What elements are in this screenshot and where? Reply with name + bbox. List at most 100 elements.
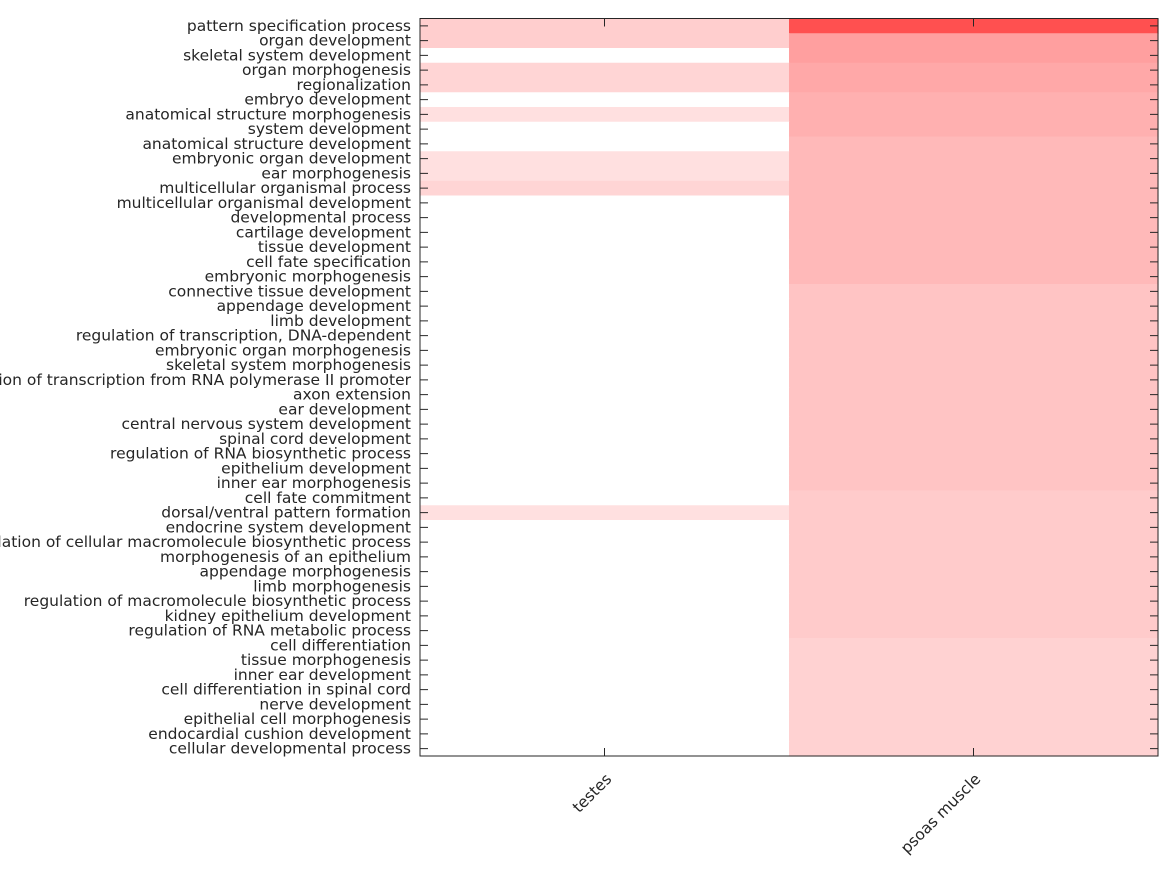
heatmap-cell — [420, 623, 790, 639]
heatmap-cell — [789, 180, 1159, 197]
plot-frame — [419, 18, 1159, 757]
heatmap-cell — [789, 402, 1159, 418]
heatmap-cell — [789, 697, 1159, 713]
heatmap-cell — [420, 62, 790, 79]
row-label: embryonic organ development — [172, 150, 411, 168]
row-label: limb morphogenesis — [253, 577, 411, 595]
row-label: anatomical structure development — [142, 135, 411, 153]
heatmap-cell — [789, 33, 1159, 49]
heatmap-cell — [420, 357, 790, 374]
heatmap-cell — [789, 387, 1159, 403]
row-label: ear development — [278, 400, 411, 418]
heatmap-cell — [789, 608, 1159, 624]
heatmap-cell — [420, 505, 790, 521]
row-label: nerve development — [259, 695, 411, 713]
heatmap-cell — [789, 638, 1159, 654]
heatmap-cell — [420, 593, 790, 610]
row-label: limb development — [270, 312, 411, 330]
row-label: cell differentiation — [270, 636, 411, 654]
heatmap-cell — [789, 48, 1159, 64]
heatmap-cell — [420, 534, 790, 551]
row-label: connective tissue development — [168, 282, 411, 300]
heatmap-cell — [789, 711, 1159, 728]
row-label: system development — [248, 120, 411, 138]
heatmap-cell — [789, 298, 1159, 315]
row-label: developmental process — [230, 209, 411, 227]
row-label: regionalization — [297, 76, 411, 94]
heatmap-cell — [420, 564, 790, 580]
row-label: dorsal/ventral pattern formation — [161, 504, 411, 522]
heatmap-cell — [420, 136, 790, 152]
heatmap-cell — [789, 210, 1159, 226]
heatmap-cell — [420, 711, 790, 728]
heatmap-cell — [789, 623, 1159, 639]
heatmap-cell — [420, 461, 790, 477]
heatmap-cell — [420, 254, 790, 270]
heatmap-cell — [789, 136, 1159, 152]
row-label: appendage morphogenesis — [200, 563, 411, 581]
heatmap-cell — [420, 180, 790, 197]
row-label: morphogenesis of an epithelium — [160, 548, 411, 566]
heatmap-cell — [420, 416, 790, 433]
heatmap-cell — [420, 697, 790, 713]
heatmap-cell — [420, 638, 790, 654]
row-label: cell fate specification — [246, 253, 411, 271]
heatmap-cell — [789, 195, 1159, 211]
heatmap-cell — [789, 313, 1159, 329]
column-label: testes — [569, 770, 615, 816]
axis-ticks — [420, 18, 1158, 756]
row-label: ear morphogenesis — [261, 164, 411, 182]
row-label: regulation of cellular macromolecule bio… — [0, 533, 411, 551]
heatmap-cell — [789, 254, 1159, 270]
row-label: central nervous system development — [122, 415, 412, 433]
row-label: epithelium development — [221, 459, 411, 477]
heatmap-cell — [789, 416, 1159, 433]
heatmap-cell — [420, 151, 790, 167]
heatmap-cell — [789, 225, 1159, 241]
heatmap-cell — [420, 402, 790, 418]
heatmap-cell — [420, 33, 790, 49]
heatmap-cell — [420, 446, 790, 462]
row-label: epithelial cell morphogenesis — [184, 710, 411, 728]
heatmap-cell — [789, 726, 1159, 742]
heatmap-cell — [789, 166, 1159, 182]
heatmap-cell — [789, 239, 1159, 256]
row-label: anatomical structure morphogenesis — [125, 105, 411, 123]
row-label: organ development — [259, 32, 411, 50]
heatmap-cell — [420, 431, 790, 447]
heatmap-cell — [789, 490, 1159, 506]
heatmap-cell — [420, 239, 790, 256]
row-label: regulation of RNA biosynthetic process — [110, 445, 411, 463]
heatmap-cell — [420, 726, 790, 742]
column-label: psoas muscle — [897, 770, 984, 857]
heatmap-cell — [789, 579, 1159, 595]
heatmap-cell — [420, 520, 790, 536]
heatmap-cell — [789, 461, 1159, 477]
heatmap-cell — [789, 564, 1159, 580]
row-label: organ morphogenesis — [242, 61, 411, 79]
row-label: regulation of RNA metabolic process — [128, 622, 411, 640]
heatmap-cell — [789, 77, 1159, 93]
row-label: axon extension — [293, 386, 411, 404]
heatmap-cell — [420, 579, 790, 595]
heatmap-cell — [420, 107, 790, 123]
row-label: appendage development — [217, 297, 411, 315]
heatmap-cell — [420, 313, 790, 329]
row-label: embryo development — [244, 91, 411, 109]
heatmap-cell — [789, 372, 1159, 388]
heatmap-cell — [789, 107, 1159, 123]
row-label: spinal cord development — [219, 430, 411, 448]
column-labels: testes psoas muscle — [569, 770, 984, 857]
heatmap-cell — [789, 549, 1159, 565]
row-label: multicellular organismal development — [117, 194, 411, 212]
row-label: inner ear development — [234, 666, 411, 684]
heatmap-cell — [420, 166, 790, 182]
heatmap-cell — [420, 92, 790, 108]
row-label: skeletal system development — [183, 46, 411, 64]
heatmap-cell — [420, 210, 790, 226]
heatmap-cell — [420, 298, 790, 315]
row-label: pattern specification process — [187, 17, 411, 35]
heatmap-cell — [789, 652, 1159, 669]
heatmap-cell — [420, 372, 790, 388]
